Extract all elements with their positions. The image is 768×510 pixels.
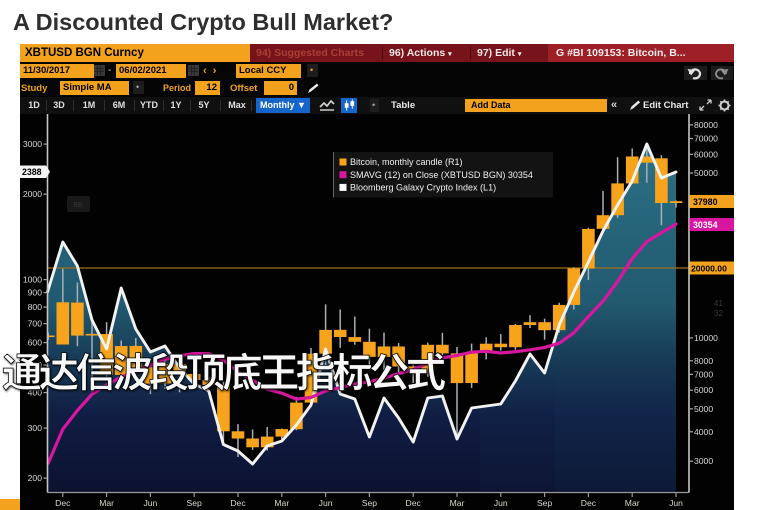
svg-text:80000: 80000 — [694, 120, 718, 130]
svg-text:30354: 30354 — [693, 220, 718, 230]
svg-text:Sep: Sep — [537, 498, 553, 508]
svg-text:37980: 37980 — [693, 197, 718, 207]
svg-text:8000: 8000 — [694, 356, 713, 366]
svg-text:Jun: Jun — [669, 498, 683, 508]
svg-text:200: 200 — [28, 473, 43, 483]
svg-text:4000: 4000 — [694, 427, 713, 437]
svg-text:32: 32 — [714, 309, 723, 318]
svg-text:10000: 10000 — [694, 333, 718, 343]
svg-text:Jun: Jun — [319, 498, 333, 508]
svg-text:Mar: Mar — [625, 498, 640, 508]
svg-text:Dec: Dec — [55, 498, 71, 508]
svg-text:60000: 60000 — [694, 149, 718, 159]
svg-text:600: 600 — [28, 338, 43, 348]
svg-text:20000.00: 20000.00 — [691, 264, 727, 274]
svg-text:Dec: Dec — [230, 498, 246, 508]
svg-text:BB: BB — [73, 202, 83, 209]
svg-text:Mar: Mar — [450, 498, 465, 508]
svg-text:800: 800 — [28, 302, 43, 312]
svg-text:5000: 5000 — [694, 404, 713, 414]
svg-text:Dec: Dec — [581, 498, 597, 508]
svg-text:50000: 50000 — [694, 168, 718, 178]
svg-text:400: 400 — [28, 388, 43, 398]
svg-text:2388: 2388 — [22, 167, 42, 177]
svg-text:Sep: Sep — [187, 498, 203, 508]
svg-text:Jun: Jun — [494, 498, 508, 508]
svg-text:Bitcoin, monthly candle (R1): Bitcoin, monthly candle (R1) — [350, 157, 463, 167]
svg-text:1000: 1000 — [23, 275, 42, 285]
svg-text:700: 700 — [28, 319, 43, 329]
svg-text:Dec: Dec — [406, 498, 422, 508]
svg-text:Bloomberg Galaxy Crypto Index: Bloomberg Galaxy Crypto Index (L1) — [350, 183, 496, 193]
svg-text:3000: 3000 — [694, 456, 713, 466]
svg-text:7000: 7000 — [694, 369, 713, 379]
svg-text:2000: 2000 — [23, 189, 42, 199]
svg-text:Mar: Mar — [99, 498, 114, 508]
svg-text:3000: 3000 — [23, 139, 42, 149]
svg-text:300: 300 — [28, 423, 43, 433]
svg-text:70000: 70000 — [694, 134, 718, 144]
svg-text:SMAVG (12) on Close (XBTUSD B: SMAVG (12) on Close (XBTUSD BGN) 30354 — [350, 170, 533, 180]
svg-text:41: 41 — [714, 299, 723, 308]
svg-text:Mar: Mar — [274, 498, 289, 508]
svg-text:Jun: Jun — [143, 498, 157, 508]
svg-text:Sep: Sep — [362, 498, 378, 508]
svg-text:900: 900 — [28, 288, 43, 298]
svg-text:6000: 6000 — [694, 385, 713, 395]
